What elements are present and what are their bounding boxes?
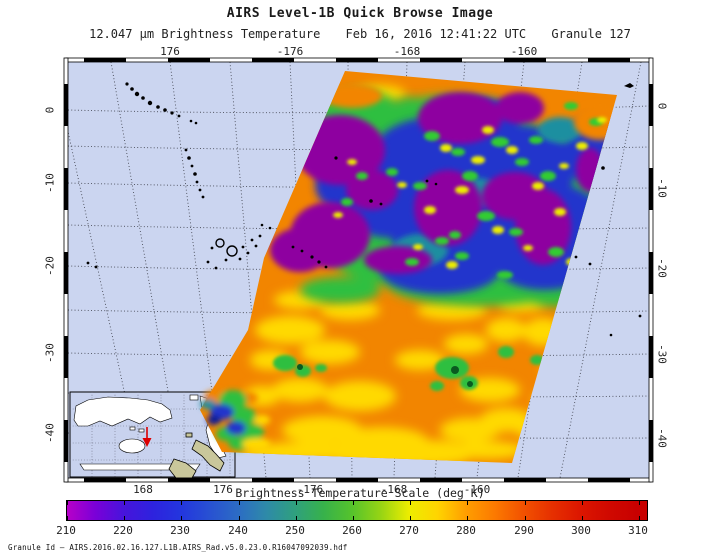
swath-heatmap	[200, 71, 617, 463]
map-frame	[63, 57, 654, 483]
lon-tick-top-3: -160	[510, 45, 538, 58]
lon-tick-top-0: 176	[160, 45, 180, 58]
lon-tick-bottom-1: 176	[213, 483, 233, 496]
lon-tick-top-2: -168	[393, 45, 421, 58]
lon-tick-bottom-4: -160	[463, 483, 491, 496]
lat-tick-right-1: -10	[655, 178, 669, 198]
lat-tick-left-4: -40	[43, 423, 57, 443]
granule-id-value: AIRS.2016.02.16.127.L1B.AIRS_Rad.v5.0.23…	[69, 543, 348, 552]
lat-tick-right-4: -40	[655, 428, 669, 448]
inset-world-map	[69, 391, 236, 478]
lat-tick-right-3: -30	[655, 344, 669, 364]
product-label: 12.047 μm Brightness Temperature	[89, 27, 321, 41]
inset-continents	[73, 394, 227, 471]
colorbar-title: Brightness Temperature Scale (deg K)	[235, 486, 485, 500]
colorbar-gradient	[66, 500, 648, 521]
colorbar-tick-230: 230	[170, 524, 190, 537]
lat-tick-right-2: -20	[655, 258, 669, 278]
lon-tick-bottom-0: 168	[133, 483, 153, 496]
lat-tick-left-1: -10	[43, 173, 57, 193]
islands	[86, 82, 642, 337]
figure-title: AIRS Level-1B Quick Browse Image	[226, 6, 494, 21]
granule-id-label: Granule Id —	[8, 543, 65, 552]
datetime-label: Feb 16, 2016 12:41:22 UTC	[345, 27, 527, 41]
granule-id-line: Granule Id — AIRS.2016.02.16.127.L1B.AIR…	[8, 543, 348, 552]
colorbar-tick-220: 220	[113, 524, 133, 537]
location-arrow-icon	[142, 427, 152, 447]
land-new-zealand	[168, 432, 225, 478]
granule-label: Granule 127	[551, 27, 631, 41]
lat-tick-left-3: -30	[43, 343, 57, 363]
colorbar-tick-290: 290	[514, 524, 534, 537]
colorbar-tick-310: 310	[628, 524, 648, 537]
colorbar-tick-260: 260	[342, 524, 362, 537]
colorbar-tick-240: 240	[228, 524, 248, 537]
lon-tick-bottom-3: -168	[380, 483, 408, 496]
colorbar-tick-280: 280	[456, 524, 476, 537]
swath-bottom-left-patches	[200, 390, 270, 450]
colorbar-tick-250: 250	[285, 524, 305, 537]
lat-tick-left-0: 0	[43, 106, 57, 114]
lat-tick-left-2: -20	[43, 256, 57, 276]
lat-tick-right-0: 0	[655, 102, 669, 110]
lon-tick-top-1: -176	[276, 45, 304, 58]
lon-tick-bottom-2: -176	[296, 483, 324, 496]
colorbar-tick-270: 270	[399, 524, 419, 537]
colorbar-tick-210: 210	[56, 524, 76, 537]
colorbar-tick-300: 300	[571, 524, 591, 537]
figure-subtitle: 12.047 μm Brightness Temperature Feb 16,…	[0, 27, 720, 41]
